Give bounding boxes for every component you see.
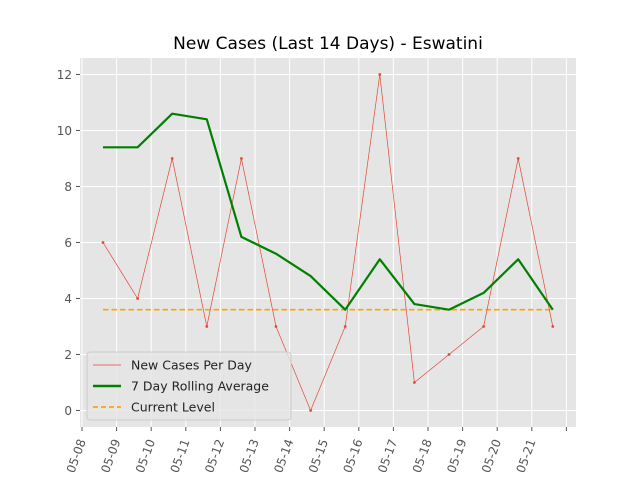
data-point (516, 157, 520, 160)
legend-label-current-level: Current Level (131, 400, 215, 415)
data-point (309, 409, 312, 412)
x-tick-label: 05-14 (271, 437, 296, 475)
x-tick-label: 05-18 (410, 437, 435, 475)
x-tick-label: 05-08 (64, 437, 89, 475)
data-point (101, 241, 105, 244)
y-tick-label: 8 (64, 180, 72, 194)
data-point (551, 325, 555, 328)
y-tick-label: 12 (57, 68, 72, 82)
data-point (413, 381, 416, 384)
x-tick-label: 05-19 (444, 437, 469, 475)
x-tick-label: 05-15 (306, 437, 331, 475)
chart-title: New Cases (Last 14 Days) - Eswatini (173, 34, 483, 54)
x-tick-label: 05-13 (237, 437, 262, 475)
series-line-0 (102, 74, 554, 411)
x-tick-label: 05-11 (168, 437, 193, 475)
data-point (378, 73, 382, 76)
legend: New Cases Per Day 7 Day Rolling Average … (86, 351, 292, 421)
data-point (274, 325, 278, 328)
y-tick-label: 2 (64, 348, 72, 362)
y-tick-label: 6 (64, 236, 72, 250)
data-point (136, 297, 140, 300)
series-layer (101, 73, 555, 412)
x-tick-label: 05-21 (514, 437, 539, 475)
x-tick-label: 05-20 (479, 437, 504, 475)
legend-label-new-cases: New Cases Per Day (131, 358, 252, 373)
series-line-1 (103, 112, 554, 311)
data-point (482, 325, 485, 328)
x-tick-label: 05-16 (341, 437, 366, 475)
y-tick-label: 0 (64, 404, 72, 418)
legend-box (86, 351, 292, 421)
y-tick-label: 10 (57, 124, 72, 138)
x-tick-label: 05-17 (375, 437, 400, 475)
data-point (240, 157, 243, 160)
x-tick-label: 05-09 (98, 437, 123, 475)
legend-label-rolling-average: 7 Day Rolling Average (131, 379, 269, 394)
data-point (447, 353, 451, 356)
x-tick-label: 05-10 (133, 437, 158, 475)
x-tick-label: 05-12 (202, 437, 227, 475)
data-point (205, 325, 209, 328)
data-point (343, 325, 347, 328)
y-tick-label: 4 (64, 292, 72, 306)
data-point (170, 157, 174, 160)
